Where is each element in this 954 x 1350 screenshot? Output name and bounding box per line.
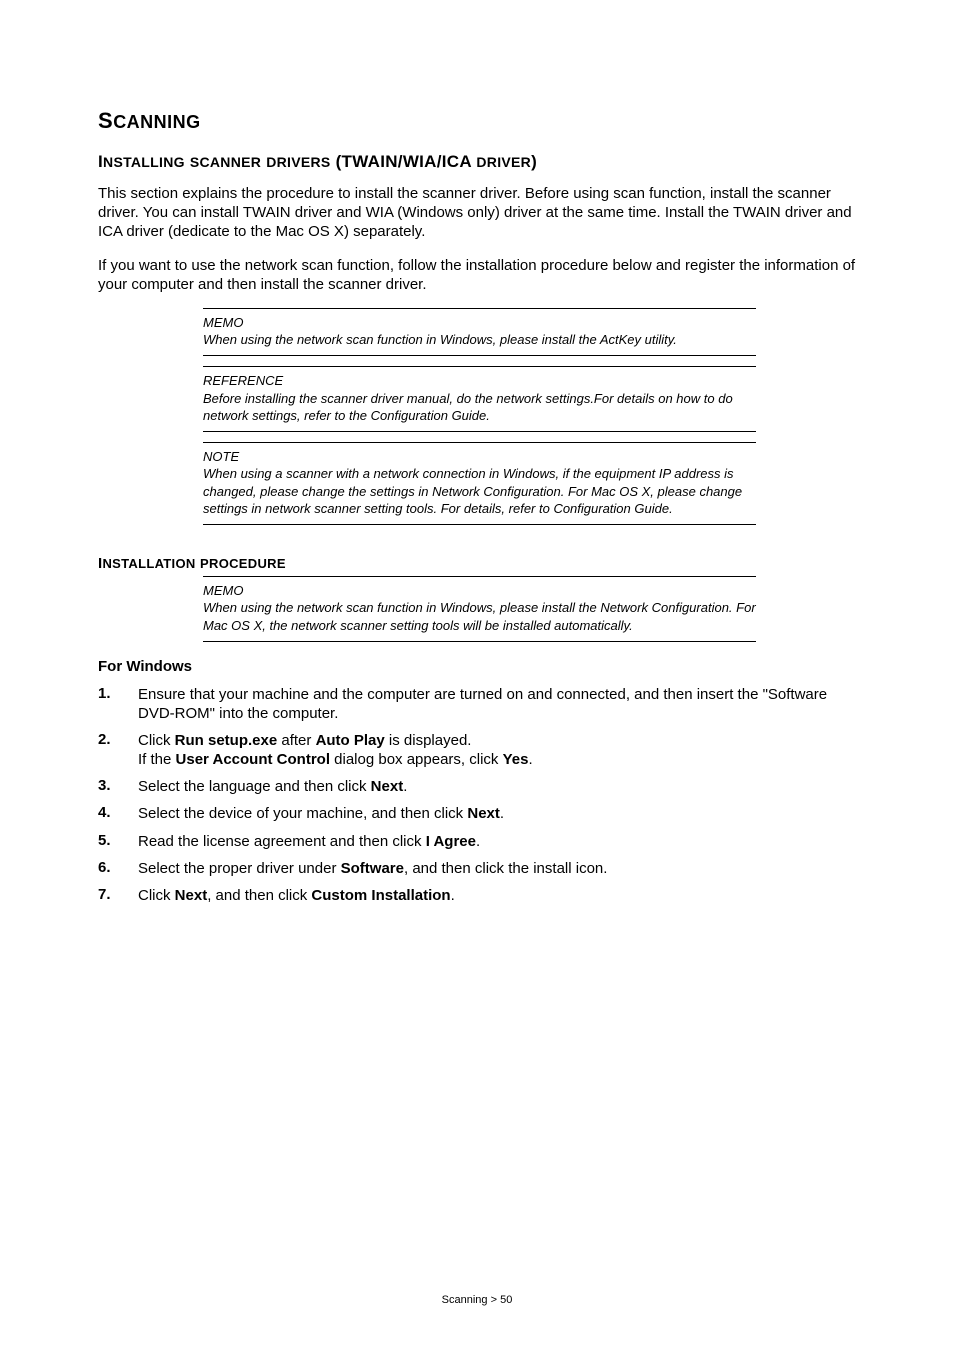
step-text: Select the proper driver under Software,… xyxy=(138,859,856,878)
step-2: 2. Click Run setup.exe after Auto Play i… xyxy=(98,731,856,769)
memo-label: MEMO xyxy=(203,314,756,332)
for-windows-heading: For Windows xyxy=(98,658,856,675)
h3-w2: PROCEDURE xyxy=(200,556,286,571)
reference-block: REFERENCE Before installing the scanner … xyxy=(203,366,756,432)
h3-w1: NSTALLATION xyxy=(102,556,195,571)
h2-w4: DRIVER xyxy=(476,154,531,170)
h2-close: ) xyxy=(531,152,537,171)
reference-body: Before installing the scanner driver man… xyxy=(203,390,756,425)
h2-w2: SCANNER xyxy=(190,154,261,170)
installation-heading: INSTALLATION PROCEDURE xyxy=(98,555,856,572)
step-4: 4. Select the device of your machine, an… xyxy=(98,804,856,823)
section-heading: INSTALLING SCANNER DRIVERS (TWAIN/WIA/IC… xyxy=(98,152,856,172)
step-text: Select the language and then click Next. xyxy=(138,777,856,796)
step-3: 3. Select the language and then click Ne… xyxy=(98,777,856,796)
memo-block-2: MEMO When using the network scan functio… xyxy=(203,576,756,642)
h1-rest: CANNING xyxy=(113,112,201,132)
step-number: 4. xyxy=(98,804,138,823)
step-text: Click Run setup.exe after Auto Play is d… xyxy=(138,731,856,769)
step-text: Ensure that your machine and the compute… xyxy=(138,685,856,723)
steps-list: 1. Ensure that your machine and the comp… xyxy=(98,685,856,906)
step-7: 7. Click Next, and then click Custom Ins… xyxy=(98,886,856,905)
memo-block-1: MEMO When using the network scan functio… xyxy=(203,308,756,356)
step-text: Click Next, and then click Custom Instal… xyxy=(138,886,856,905)
page-title: SCANNING xyxy=(98,108,856,134)
step-number: 6. xyxy=(98,859,138,878)
step-5: 5. Read the license agreement and then c… xyxy=(98,832,856,851)
step-number: 2. xyxy=(98,731,138,769)
step-1: 1. Ensure that your machine and the comp… xyxy=(98,685,856,723)
paragraph-intro-2: If you want to use the network scan func… xyxy=(98,256,856,294)
step-number: 1. xyxy=(98,685,138,723)
memo-body-2: When using the network scan function in … xyxy=(203,599,756,634)
step-number: 7. xyxy=(98,886,138,905)
step-6: 6. Select the proper driver under Softwa… xyxy=(98,859,856,878)
h2-w3: DRIVERS xyxy=(266,154,330,170)
page-footer: Scanning > 50 xyxy=(0,1294,954,1306)
h2-paren: (TWAIN/WIA/ICA xyxy=(336,152,472,171)
reference-label: REFERENCE xyxy=(203,372,756,390)
h2-w1: NSTALLING xyxy=(103,154,185,170)
note-label: NOTE xyxy=(203,448,756,466)
note-block: NOTE When using a scanner with a network… xyxy=(203,442,756,525)
paragraph-intro-1: This section explains the procedure to i… xyxy=(98,184,856,242)
memo-body: When using the network scan function in … xyxy=(203,331,756,349)
note-body: When using a scanner with a network conn… xyxy=(203,465,756,518)
step-text: Read the license agreement and then clic… xyxy=(138,832,856,851)
memo-label-2: MEMO xyxy=(203,582,756,600)
step-number: 5. xyxy=(98,832,138,851)
step-number: 3. xyxy=(98,777,138,796)
step-text: Select the device of your machine, and t… xyxy=(138,804,856,823)
h1-initial: S xyxy=(98,108,113,133)
